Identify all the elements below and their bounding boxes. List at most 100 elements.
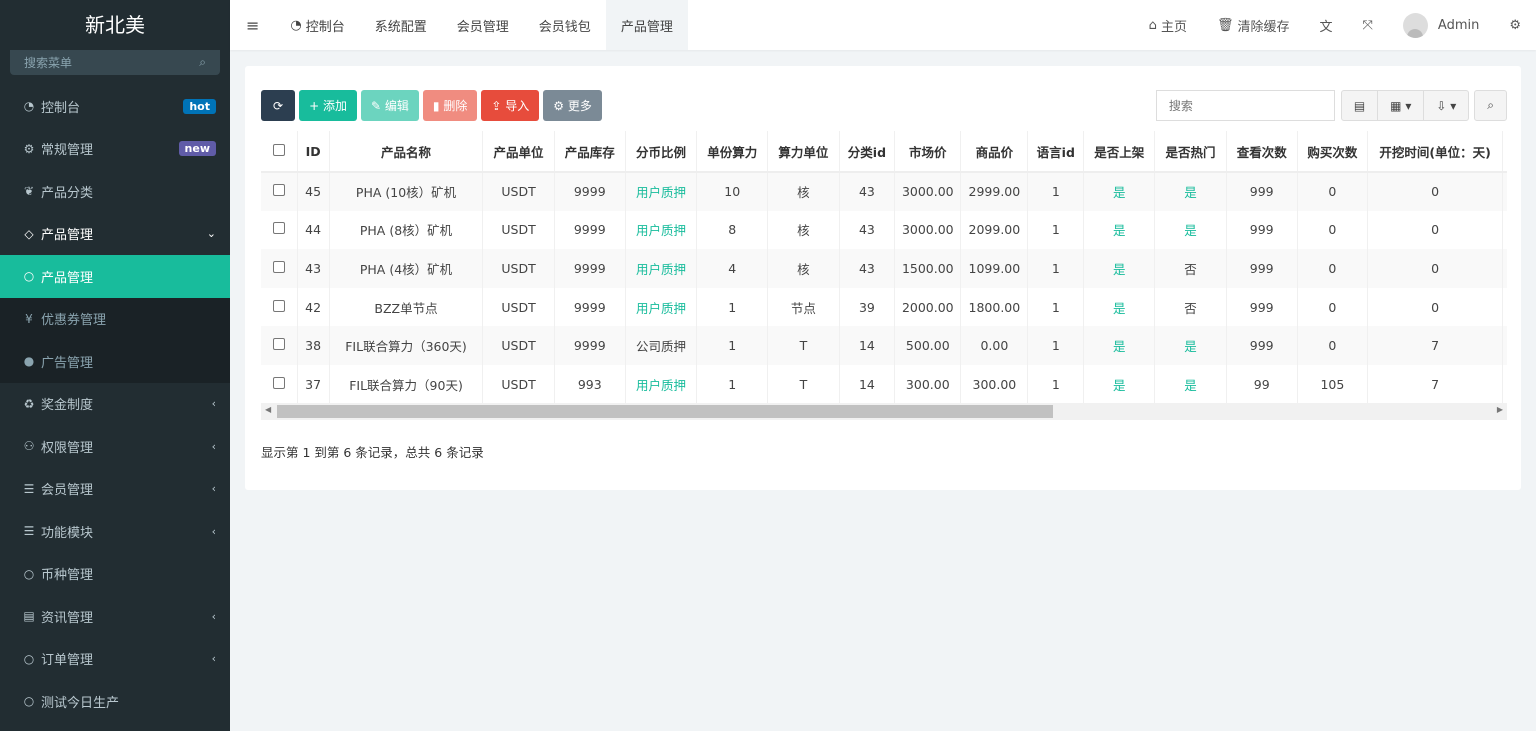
scroll-left-icon[interactable]: ◀ — [265, 405, 272, 414]
home-link[interactable]: ⌂ 主页 — [1134, 0, 1202, 50]
nav-tab[interactable]: 产品管理 — [605, 0, 688, 50]
toggle-view-button[interactable]: ▤ — [1342, 91, 1379, 120]
refresh-button[interactable]: ⟳ — [261, 90, 296, 121]
row-checkbox[interactable] — [272, 184, 285, 197]
select-all-checkbox[interactable] — [272, 143, 285, 156]
more-button[interactable]: ⚙ 更多 — [543, 90, 602, 121]
scroll-right-icon[interactable]: ▶ — [1496, 405, 1503, 414]
column-header[interactable]: 分类id — [839, 131, 896, 173]
clear-cache-button[interactable]: 🗑 清除缓存 — [1202, 0, 1305, 50]
sidebar-item[interactable]: ♻ 奖金制度 ‹ — [0, 383, 230, 426]
table-row[interactable]: 44 PHA (8核）矿机 USDT 9999 用户质押 8 核 43 3000.00 2099.… — [261, 210, 1507, 250]
sidebar-item-label: 产品分类 — [41, 185, 94, 201]
row-checkbox[interactable] — [272, 260, 285, 273]
column-header[interactable]: 市场价 — [894, 131, 962, 173]
table-cell: 300.00 — [960, 364, 1029, 404]
sidebar-item-label: 产品管理 — [41, 270, 94, 286]
plus-icon: + — [309, 98, 320, 113]
menu-search-input[interactable]: 搜索菜单 ⌕ — [10, 50, 220, 75]
import-button[interactable]: ⇪ 导入 — [481, 90, 540, 121]
sidebar-item[interactable]: ● 广告管理 — [0, 340, 230, 383]
sidebar-item[interactable]: ◇ 产品管理 ⌄ — [0, 213, 230, 256]
sidebar-item[interactable]: ○ 测试今日生产 — [0, 680, 230, 723]
column-header[interactable]: 产品名称 — [329, 131, 484, 173]
sidebar: 新北美 搜索菜单 ⌕ ◔ 控制台 hot ⚙ 常规管理 new ❦ 产品分类 ◇ 产品管理 ⌄ ○ 产品管… — [0, 0, 230, 731]
column-header[interactable]: 查看次数 — [1226, 131, 1298, 173]
column-header[interactable]: 到期时 — [1502, 131, 1507, 173]
row-checkbox[interactable] — [272, 376, 285, 389]
delete-button[interactable]: ▮ 删除 — [422, 90, 478, 121]
column-header[interactable]: 算力单位 — [767, 131, 840, 173]
table-cell: 999 — [1226, 326, 1298, 365]
column-header[interactable]: 商品价 — [960, 131, 1029, 173]
column-header[interactable]: 产品库存 — [554, 131, 626, 173]
table-search-input[interactable] — [1155, 90, 1335, 121]
table-row[interactable]: 45 PHA (10核）矿机 USDT 9999 用户质押 10 核 43 3000.00 299… — [261, 172, 1507, 211]
sidebar-item[interactable]: ○ 产品管理 — [0, 255, 230, 298]
table-cell — [1502, 210, 1507, 250]
list-icon: ☰ — [23, 524, 35, 539]
fullscreen-button[interactable]: ⤧ — [1348, 0, 1388, 50]
expand-icon: ⤧ — [1362, 17, 1373, 33]
sidebar-item[interactable]: ▤ 资讯管理 ‹ — [0, 595, 230, 638]
language-button[interactable]: 文 — [1304, 0, 1347, 50]
table-cell: 993 — [554, 364, 626, 404]
sidebar-toggle-button[interactable]: ≡ — [246, 15, 260, 35]
sidebar-item[interactable]: ⚙ 常规管理 new — [0, 128, 230, 171]
sidebar-item[interactable]: ☰ 功能模块 ‹ — [0, 510, 230, 553]
chevron-icon: ‹ — [211, 652, 216, 666]
column-header[interactable]: ID — [297, 131, 330, 173]
column-header[interactable]: 语言id — [1027, 131, 1085, 173]
column-header[interactable]: 是否上架 — [1083, 131, 1156, 173]
table-cell: USDT — [482, 326, 555, 365]
table-cell: 1500.00 — [894, 249, 962, 288]
row-checkbox-cell — [261, 364, 298, 404]
settings-button[interactable]: ⚙ — [1494, 0, 1536, 50]
table-row[interactable]: 42 BZZ单节点 USDT 9999 用户质押 1 节点 39 2000.00 1800.00 1… — [261, 287, 1507, 327]
content-panel: ⟳ + 添加 ✎ 编辑 ▮ 删除 ⇪ 导入 ⚙ 更多 ▤ ▦ ▾ ⇩ ▾ ⌕ I… — [245, 66, 1521, 490]
table-cell: 10 — [696, 172, 769, 211]
columns-dropdown-button[interactable]: ▦ ▾ — [1378, 91, 1425, 120]
nav-tab[interactable]: 会员管理 — [442, 0, 524, 50]
column-header[interactable]: 购买次数 — [1297, 131, 1369, 173]
circle-up-icon: ● — [23, 354, 35, 369]
horizontal-scrollbar[interactable]: ◀ ▶ — [261, 403, 1507, 420]
row-checkbox[interactable] — [272, 338, 285, 351]
export-dropdown-button[interactable]: ⇩ ▾ — [1436, 98, 1457, 113]
table-row[interactable]: 43 PHA (4核）矿机 USDT 9999 用户质押 4 核 43 1500.00 1099.… — [261, 249, 1507, 288]
column-header[interactable]: 开挖时间(单位：天) — [1367, 131, 1504, 173]
column-header[interactable]: 产品单位 — [482, 131, 555, 173]
column-header[interactable]: 分币比例 — [625, 131, 698, 173]
sidebar-item[interactable]: ❦ 产品分类 — [0, 170, 230, 213]
select-all-checkbox-cell — [261, 131, 298, 173]
column-header[interactable]: 是否热门 — [1154, 131, 1227, 173]
table-row[interactable]: 37 FIL联合算力（90天) USDT 993 用户质押 1 T 14 300.00 300.0… — [261, 364, 1507, 404]
row-checkbox-cell — [261, 249, 298, 288]
sidebar-item[interactable]: ⚇ 权限管理 ‹ — [0, 425, 230, 468]
chevron-icon: ‹ — [211, 609, 216, 623]
nav-tab[interactable]: 会员钱包 — [524, 0, 606, 50]
sidebar-item[interactable]: ○ 订单管理 ‹ — [0, 638, 230, 681]
scrollbar-thumb[interactable] — [277, 405, 1053, 418]
sidebar-item[interactable]: ◔ 控制台 hot — [0, 85, 230, 128]
sidebar-item[interactable]: ○ 币种管理 — [0, 553, 230, 596]
nav-tab[interactable]: ◔ 控制台 — [275, 0, 359, 50]
add-button[interactable]: + 添加 — [299, 90, 357, 121]
add-label: 添加 — [322, 99, 347, 113]
sidebar-item[interactable]: ¥ 优惠券管理 — [0, 297, 230, 340]
row-checkbox[interactable] — [272, 299, 285, 312]
row-checkbox[interactable] — [272, 222, 285, 235]
table-cell: 1 — [1027, 249, 1085, 288]
nav-tab-label: 会员管理 — [456, 19, 509, 35]
edit-button[interactable]: ✎ 编辑 — [360, 90, 419, 121]
sidebar-item[interactable]: ☰ 会员管理 ‹ — [0, 468, 230, 511]
column-header[interactable]: 单份算力 — [696, 131, 769, 173]
table-cell: 9999 — [554, 326, 626, 365]
nav-tab[interactable]: 系统配置 — [360, 0, 442, 50]
table-container: ID 产品名称 产品单位 产品库存 分币比例 单份算力 算力单位 分类id 市场价 商品价 语言id… — [261, 131, 1507, 422]
advanced-search-button[interactable]: ⌕ — [1474, 90, 1507, 121]
table-row[interactable]: 38 FIL联合算力（360天) USDT 9999 公司质押 1 T 14 500.00 0.0… — [261, 326, 1507, 365]
refresh-icon: ⟳ — [273, 98, 284, 113]
user-menu[interactable]: Admin — [1388, 0, 1494, 50]
table-cell: 43 — [297, 249, 330, 288]
